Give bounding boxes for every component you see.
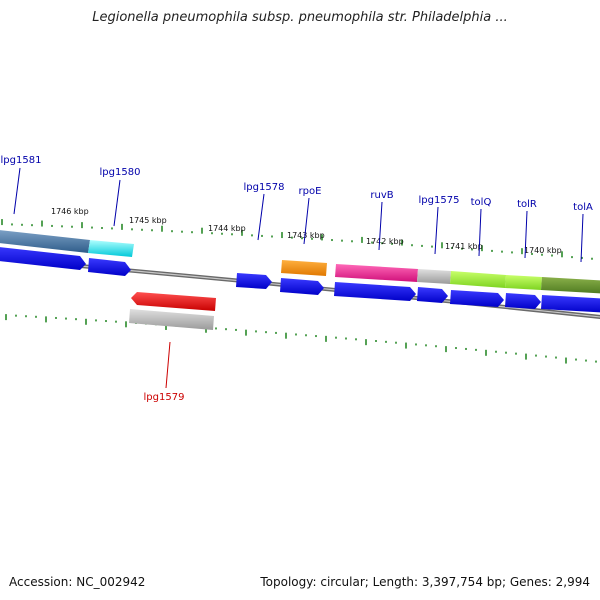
label-ruvB[interactable]: ruvB xyxy=(370,190,393,201)
scale-label-1744: 1744 kbp xyxy=(208,224,246,233)
cds-arrow-4[interactable] xyxy=(280,278,324,295)
scale-ticks xyxy=(1,219,597,364)
label-rpoE[interactable]: rpoE xyxy=(299,186,322,197)
leader-lpg1581 xyxy=(13,167,21,215)
genome-summary: Topology: circular; Length: 3,397,754 bp… xyxy=(260,575,590,589)
label-lpg1579[interactable]: lpg1579 xyxy=(144,392,185,403)
cds-arrow-5[interactable] xyxy=(334,282,416,301)
cds-arrow-1[interactable] xyxy=(0,246,86,270)
gene-lpg1580[interactable] xyxy=(88,240,134,257)
label-lpg1581[interactable]: lpg1581 xyxy=(1,155,42,166)
gene-lpg1579[interactable] xyxy=(129,292,216,330)
leader-lpg1578 xyxy=(257,193,265,241)
label-lpg1578[interactable]: lpg1578 xyxy=(244,182,285,193)
gene-rpoE[interactable] xyxy=(281,260,327,276)
gene-lpg1575[interactable] xyxy=(417,269,451,284)
scale-label-1742: 1742 kbp xyxy=(366,237,404,246)
gene-tolQ[interactable] xyxy=(450,271,506,288)
label-tolR[interactable]: tolR xyxy=(517,199,537,210)
cds-arrow-2[interactable] xyxy=(88,258,131,276)
leader-lpg1580 xyxy=(113,179,121,227)
cds-arrow-9[interactable] xyxy=(541,295,600,313)
label-tolQ[interactable]: tolQ xyxy=(471,197,492,208)
accession-label: Accession: NC_002942 xyxy=(9,575,146,589)
gene-lpg1581[interactable] xyxy=(0,229,90,253)
leader-lpg1575 xyxy=(434,206,439,255)
cds-arrow-3[interactable] xyxy=(236,273,272,289)
label-lpg1575[interactable]: lpg1575 xyxy=(419,195,460,206)
cds-arrow-7[interactable] xyxy=(450,290,504,307)
scale-label-1746: 1746 kbp xyxy=(51,207,89,216)
scale-label-1743: 1743 kbp xyxy=(287,231,325,240)
label-lpg1580[interactable]: lpg1580 xyxy=(100,167,141,178)
cds-arrow-6[interactable] xyxy=(417,287,448,303)
cds-arrow-8[interactable] xyxy=(505,293,541,309)
leader-lpg1579 xyxy=(165,341,171,389)
map-title: Legionella pneumophila subsp. pneumophil… xyxy=(92,10,508,25)
leader-ruvB xyxy=(378,201,383,251)
leader-tolQ xyxy=(478,208,482,257)
gene-ruvB[interactable] xyxy=(335,264,418,282)
gene-tolR[interactable] xyxy=(505,275,542,290)
leader-tolR xyxy=(524,210,528,259)
scale-label-1745: 1745 kbp xyxy=(129,216,167,225)
leader-rpoE xyxy=(303,197,310,245)
label-tolA[interactable]: tolA xyxy=(573,202,593,213)
leader-tolA xyxy=(580,213,584,263)
scale-label-1740: 1740 kbp xyxy=(524,246,562,255)
scale-label-1741: 1741 kbp xyxy=(445,242,483,251)
gene-tolA[interactable] xyxy=(541,277,600,294)
